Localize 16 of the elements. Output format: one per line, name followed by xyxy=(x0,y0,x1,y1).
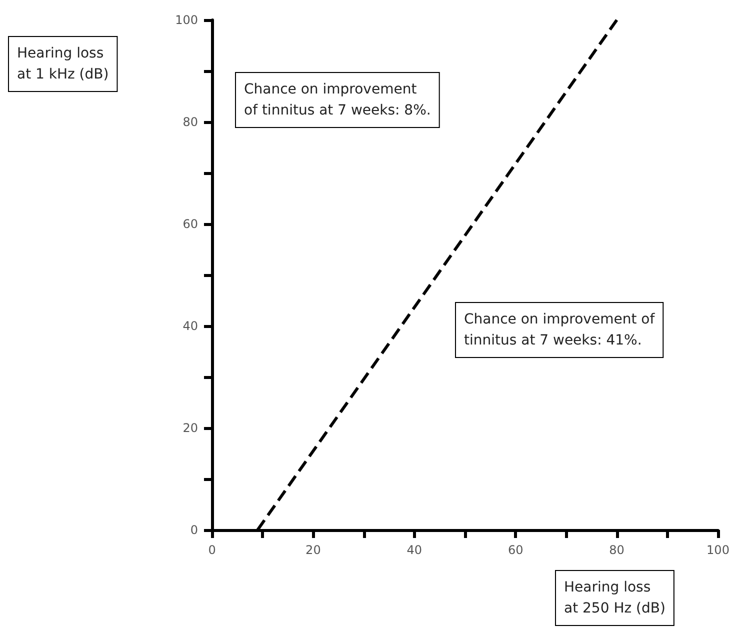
x-tick-label: 0 xyxy=(208,543,216,557)
annotation: Chance on improvement of tinnitus at 7 weeks: 8%. xyxy=(244,82,431,118)
y-tick-label: 40 xyxy=(182,319,198,333)
x-axis-title: Hearing loss at 250 Hz (dB) xyxy=(564,580,666,616)
x-tick-label: 20 xyxy=(306,543,321,557)
x-tick-label: 80 xyxy=(609,543,624,557)
y-tick-label: 60 xyxy=(182,217,198,231)
x-tick-label: 60 xyxy=(508,543,524,557)
x-tick-label: 100 xyxy=(706,543,730,557)
y-tick-label: 80 xyxy=(182,115,198,129)
y-tick-label: 100 xyxy=(175,13,198,27)
y-axis-title: Hearing loss at 1 kHz (dB) xyxy=(17,46,109,82)
annotation: Chance on improvement of tinnitus at 7 weeks: 41%. xyxy=(464,312,656,348)
y-tick-label: 0 xyxy=(190,523,198,537)
y-tick-label: 20 xyxy=(182,421,198,435)
x-tick-label: 40 xyxy=(406,543,422,557)
